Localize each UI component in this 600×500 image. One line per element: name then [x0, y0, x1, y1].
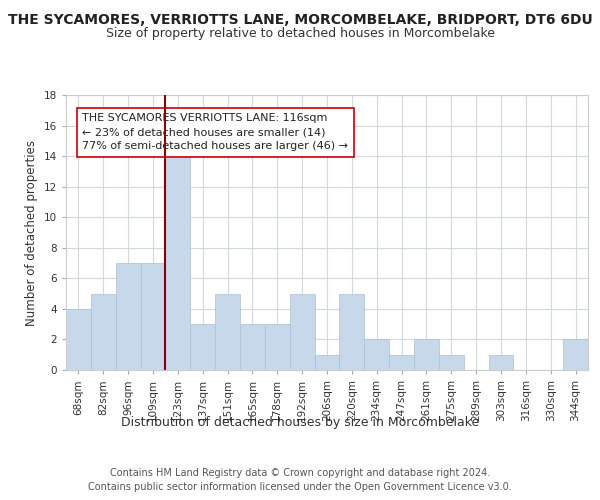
- Text: THE SYCAMORES, VERRIOTTS LANE, MORCOMBELAKE, BRIDPORT, DT6 6DU: THE SYCAMORES, VERRIOTTS LANE, MORCOMBEL…: [8, 12, 592, 26]
- Bar: [364, 340, 389, 370]
- Bar: [290, 294, 314, 370]
- Bar: [215, 294, 240, 370]
- Bar: [488, 354, 514, 370]
- Bar: [240, 324, 265, 370]
- Bar: [116, 263, 140, 370]
- Y-axis label: Number of detached properties: Number of detached properties: [25, 140, 38, 326]
- Bar: [91, 294, 116, 370]
- Bar: [563, 340, 588, 370]
- Bar: [190, 324, 215, 370]
- Bar: [166, 141, 190, 370]
- Bar: [389, 354, 414, 370]
- Bar: [414, 340, 439, 370]
- Text: Distribution of detached houses by size in Morcombelake: Distribution of detached houses by size …: [121, 416, 479, 429]
- Text: Contains HM Land Registry data © Crown copyright and database right 2024.
Contai: Contains HM Land Registry data © Crown c…: [88, 468, 512, 492]
- Text: Size of property relative to detached houses in Morcombelake: Size of property relative to detached ho…: [106, 28, 494, 40]
- Text: THE SYCAMORES VERRIOTTS LANE: 116sqm
← 23% of detached houses are smaller (14)
7: THE SYCAMORES VERRIOTTS LANE: 116sqm ← 2…: [82, 114, 348, 152]
- Bar: [66, 309, 91, 370]
- Bar: [439, 354, 464, 370]
- Bar: [340, 294, 364, 370]
- Bar: [140, 263, 166, 370]
- Bar: [314, 354, 340, 370]
- Bar: [265, 324, 290, 370]
